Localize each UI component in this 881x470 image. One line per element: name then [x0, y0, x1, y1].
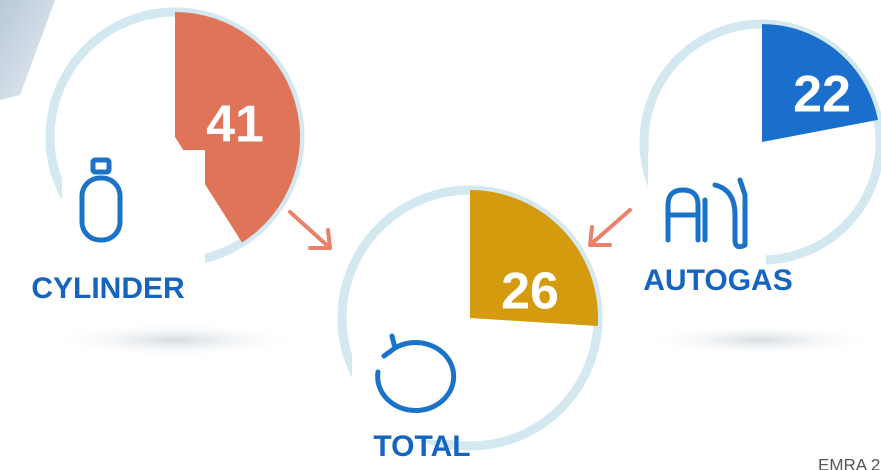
shadow: [640, 324, 880, 356]
wedges: [175, 12, 878, 327]
value-label: 22: [793, 66, 851, 124]
footer: EMRA 2: [818, 455, 880, 470]
corner-decoration: [0, 0, 55, 100]
shadow: [45, 322, 305, 358]
icon-box: [352, 320, 470, 440]
label: AUTOGAS: [643, 264, 792, 297]
label: TOTAL: [373, 430, 470, 463]
autogas-icon: [665, 177, 748, 250]
wedge: [175, 12, 301, 243]
total-icon: [375, 333, 457, 414]
icon-box: [62, 150, 205, 290]
wedge: [762, 24, 878, 142]
arrow: [288, 210, 332, 250]
wedge: [470, 190, 599, 327]
value-label: 26: [501, 263, 559, 321]
value-label: 41: [206, 96, 264, 154]
cylinder-icon: [79, 157, 123, 243]
label: CYLINDER: [31, 272, 185, 305]
arrow: [588, 208, 632, 247]
